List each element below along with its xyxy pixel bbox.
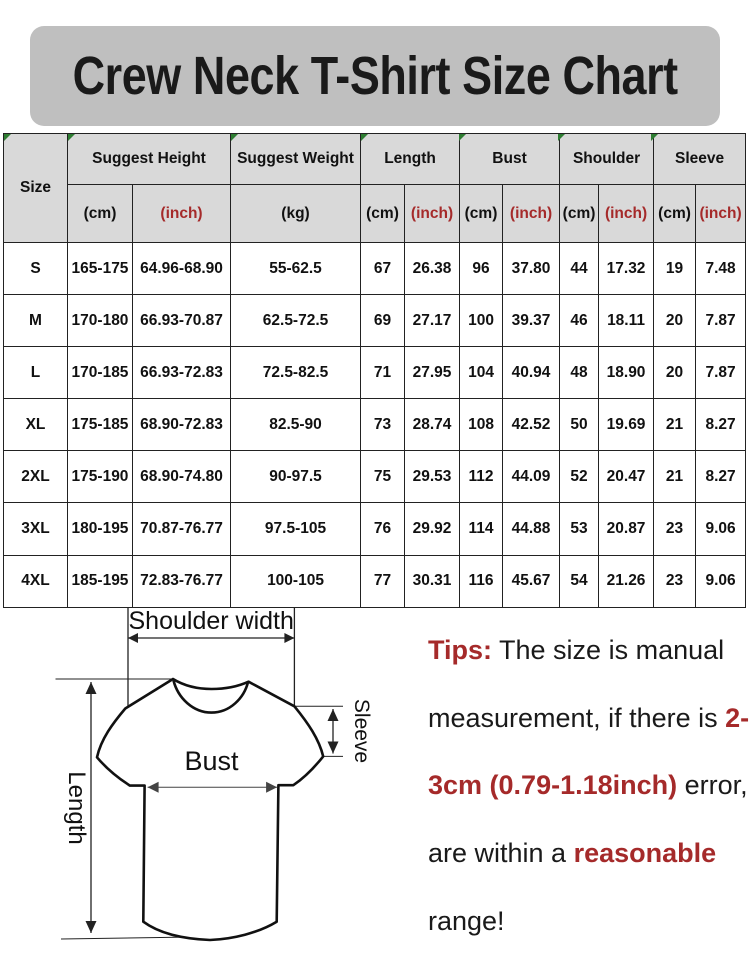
svg-text:Length: Length: [63, 771, 90, 844]
svg-text:Bust: Bust: [184, 746, 239, 776]
svg-text:Sleeve: Sleeve: [350, 699, 373, 763]
svg-text:Shoulder width: Shoulder width: [129, 607, 294, 635]
